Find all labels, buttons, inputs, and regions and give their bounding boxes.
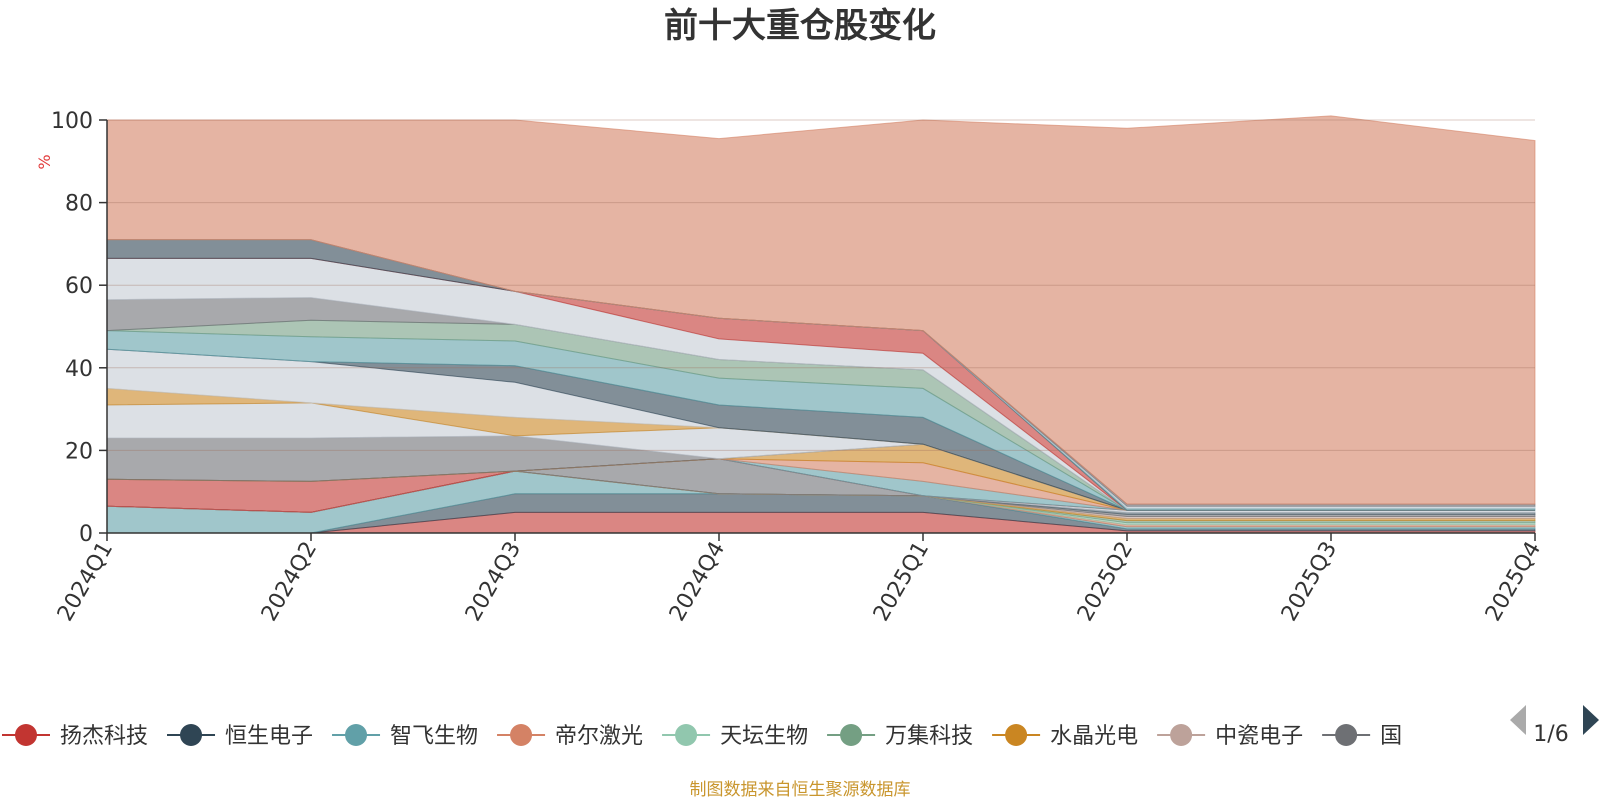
x-tick-label: 2024Q4	[665, 538, 730, 626]
legend-item[interactable]: 智飞生物	[332, 724, 478, 749]
y-tick-label: 80	[65, 192, 93, 217]
y-tick-label: 20	[65, 439, 93, 464]
legend-marker-icon	[1005, 724, 1028, 746]
area-series-30[interactable]	[106, 115, 1536, 505]
legend-marker-icon	[180, 724, 203, 746]
legend-label: 扬杰科技	[60, 724, 148, 749]
legend-label: 国	[1380, 724, 1402, 749]
legend-label: 天坛生物	[720, 724, 808, 749]
legend-marker-icon	[510, 724, 533, 746]
legend-item[interactable]: 扬杰科技	[2, 724, 148, 749]
legend-marker-icon	[675, 724, 698, 746]
legend-page-indicator: 1/6	[1533, 722, 1568, 747]
legend-label: 帝尔激光	[555, 724, 643, 749]
legend-next-page-icon[interactable]	[1583, 705, 1599, 735]
y-tick-label: 40	[65, 357, 93, 382]
legend-item[interactable]: 万集科技	[827, 724, 973, 749]
x-tick-label: 2024Q1	[53, 538, 118, 626]
data-source-note: 制图数据来自恒生聚源数据库	[690, 780, 911, 800]
legend-marker-icon	[345, 724, 368, 746]
legend-item[interactable]: 水晶光电	[992, 724, 1138, 749]
legend-marker-icon	[15, 724, 37, 746]
legend-item[interactable]: 国	[1322, 724, 1402, 749]
y-tick-label: 60	[65, 274, 93, 299]
legend-pager: 1/6	[1510, 705, 1599, 747]
x-tick-label: 2025Q1	[869, 538, 934, 626]
x-tick-label: 2024Q2	[257, 538, 322, 626]
legend-label: 万集科技	[885, 724, 973, 749]
y-tick-label: 100	[51, 109, 93, 134]
legend-item[interactable]: 恒生电子	[167, 724, 313, 749]
legend-marker-icon	[1335, 724, 1358, 746]
legend-marker-icon	[1170, 724, 1193, 746]
y-tick-label: 0	[79, 522, 93, 547]
x-tick-label: 2025Q3	[1277, 538, 1342, 626]
legend-label: 中瓷电子	[1215, 724, 1303, 749]
x-tick-label: 2024Q3	[461, 538, 526, 626]
legend-item[interactable]: 中瓷电子	[1157, 724, 1303, 749]
legend-item[interactable]: 帝尔激光	[497, 724, 643, 749]
legend-label: 智飞生物	[390, 724, 478, 749]
legend-label: 水晶光电	[1050, 724, 1138, 749]
x-tick-label: 2025Q4	[1481, 538, 1546, 626]
legend-item[interactable]: 天坛生物	[662, 724, 808, 749]
legend-label: 恒生电子	[225, 724, 313, 749]
x-tick-label: 2025Q2	[1073, 538, 1138, 626]
legend-marker-icon	[840, 724, 863, 746]
chart-title: 前十大重仓股变化	[664, 6, 936, 46]
legend-prev-page-icon[interactable]	[1510, 705, 1526, 735]
y-axis-unit: %	[35, 154, 54, 169]
